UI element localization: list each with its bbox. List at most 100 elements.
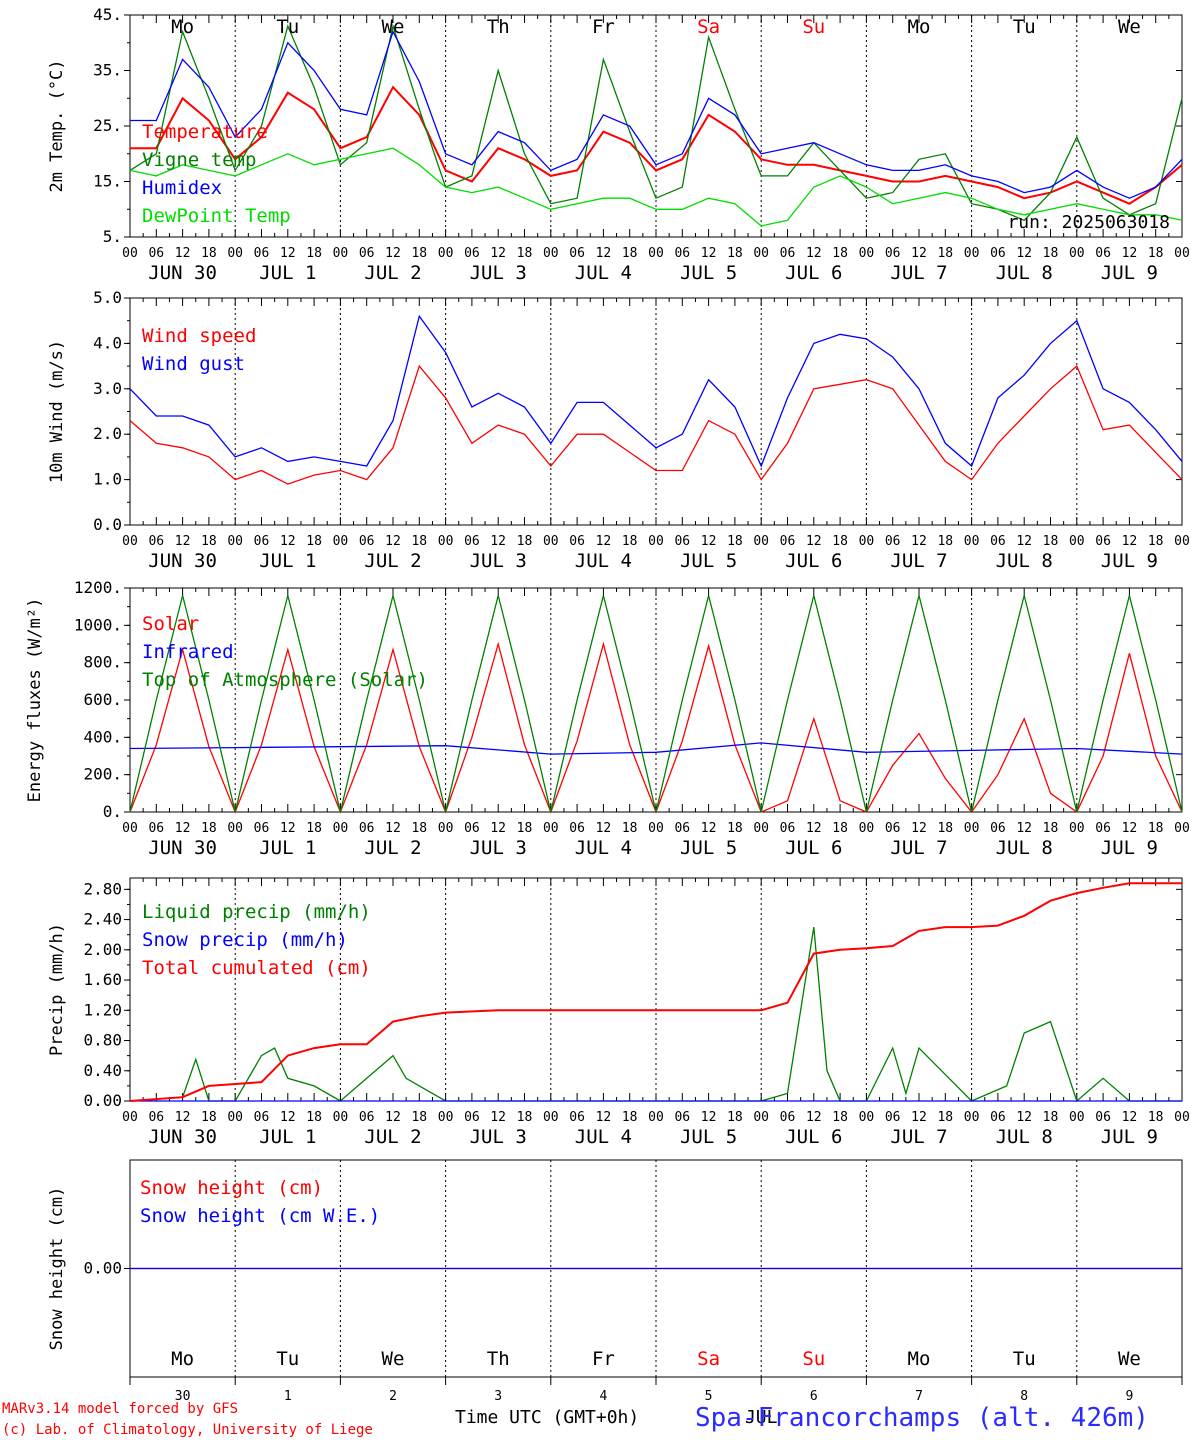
date-label: JUL 8 (996, 550, 1053, 572)
hour-label: 06 (1095, 534, 1111, 549)
hour-label: 18 (517, 246, 533, 261)
hour-label: 00 (1069, 246, 1085, 261)
hour-label: 00 (648, 821, 664, 836)
hour-label: 06 (990, 246, 1006, 261)
hour-label: 18 (306, 246, 322, 261)
day-number-label: 6 (810, 1389, 818, 1404)
hour-label: 00 (1069, 534, 1085, 549)
hour-label: 00 (964, 821, 980, 836)
weekday-label: Fr (592, 16, 615, 38)
y-tick-label: 1200. (74, 578, 122, 597)
hour-label: 18 (1043, 1110, 1059, 1125)
hour-label: 18 (937, 246, 953, 261)
hour-label: 12 (1122, 246, 1138, 261)
date-label: JUL 3 (470, 1126, 527, 1148)
plot-frame (129, 297, 1183, 526)
day-number-label: 7 (915, 1389, 923, 1404)
series-line (129, 882, 1182, 1102)
panel-flux: 0. 200. 400. 600. 800. 1000. 1200. Energy fluxe… (25, 578, 1190, 859)
hour-label: 06 (254, 534, 270, 549)
date-label: JUL 3 (470, 837, 527, 859)
day-number-label: 9 (1125, 1389, 1133, 1404)
hour-label: 18 (1148, 534, 1164, 549)
hour-label: 18 (937, 1110, 953, 1125)
hour-label: 06 (780, 534, 796, 549)
hour-label: 00 (227, 246, 243, 261)
date-label: JUL 6 (785, 262, 842, 284)
hour-label: 06 (885, 1110, 901, 1125)
weekday-label: Mo (908, 16, 931, 38)
date-label: JUN 30 (148, 1126, 217, 1148)
hour-label: 00 (543, 1110, 559, 1125)
hour-label: 06 (254, 821, 270, 836)
hour-label: 18 (411, 821, 427, 836)
day-number-label: 30 (175, 1389, 191, 1404)
footer-copyright-text: (c) Lab. of Climatology, University of L… (2, 1422, 373, 1438)
hour-label: 12 (385, 1110, 401, 1125)
weekday-label: Su (802, 1348, 825, 1370)
hour-label: 18 (1043, 534, 1059, 549)
weekday-label: Tu (276, 1348, 299, 1370)
hour-label: 18 (832, 534, 848, 549)
hour-label: 12 (911, 246, 927, 261)
hour-label: 06 (1095, 1110, 1111, 1125)
weekday-label: Th (487, 1348, 510, 1370)
hour-label: 18 (1148, 821, 1164, 836)
hour-label: 06 (148, 246, 164, 261)
hour-label: 00 (1174, 1110, 1190, 1125)
hour-label: 12 (1016, 1110, 1032, 1125)
y-tick-label: 4.0 (93, 333, 122, 352)
weekday-label: Mo (908, 1348, 931, 1370)
hour-label: 00 (333, 246, 349, 261)
hour-label: 12 (1016, 246, 1032, 261)
y-tick-label: 1.60 (83, 970, 122, 989)
legend-entry: Humidex (142, 177, 222, 199)
series-line (129, 147, 1183, 227)
date-label: JUL 3 (470, 262, 527, 284)
hour-label: 00 (438, 1110, 454, 1125)
day-number-label: 4 (599, 1389, 607, 1404)
weekday-label: Su (802, 16, 825, 38)
hour-label: 18 (622, 534, 638, 549)
location-title: Spa-Francorchamps (alt. 426m) (695, 1403, 1149, 1433)
date-label: JUL 1 (259, 262, 316, 284)
hour-label: 18 (832, 1110, 848, 1125)
weekday-label: Fr (592, 1348, 615, 1370)
hour-label: 00 (859, 1110, 875, 1125)
hour-label: 06 (359, 246, 375, 261)
hour-label: 00 (333, 534, 349, 549)
hour-label: 18 (306, 534, 322, 549)
date-label: JUL 5 (680, 550, 737, 572)
y-tick-label: 0.0 (93, 515, 122, 534)
weekday-label: We (1118, 1348, 1141, 1370)
hour-label: 06 (254, 1110, 270, 1125)
hour-label: 12 (175, 534, 191, 549)
hour-label: 18 (1043, 246, 1059, 261)
hour-label: 00 (438, 821, 454, 836)
hour-label: 12 (1016, 534, 1032, 549)
hour-label: 18 (622, 246, 638, 261)
y-tick-label: 1.0 (93, 470, 122, 489)
hour-label: 12 (280, 246, 296, 261)
y-tick-label: 3.0 (93, 379, 122, 398)
hour-label: 06 (359, 1110, 375, 1125)
hour-label: 12 (806, 1110, 822, 1125)
legend-entry: Snow height (cm W.E.) (140, 1205, 380, 1227)
hour-label: 18 (832, 246, 848, 261)
hour-label: 18 (937, 534, 953, 549)
y-tick-label: 0.00 (83, 1259, 122, 1278)
hour-label: 00 (333, 821, 349, 836)
hour-label: 18 (411, 246, 427, 261)
legend-entry: Wind speed (142, 325, 256, 347)
hour-label: 00 (227, 1110, 243, 1125)
y-tick-label: 1.20 (83, 1000, 122, 1019)
series-line (129, 23, 1183, 222)
y-axis-title: 2m Temp. (°C) (47, 59, 67, 192)
hour-label: 18 (727, 246, 743, 261)
date-label: JUL 9 (1101, 837, 1158, 859)
date-label: JUL 2 (364, 1126, 421, 1148)
hour-label: 18 (517, 534, 533, 549)
hour-label: 06 (569, 1110, 585, 1125)
date-label: JUL 5 (680, 262, 737, 284)
